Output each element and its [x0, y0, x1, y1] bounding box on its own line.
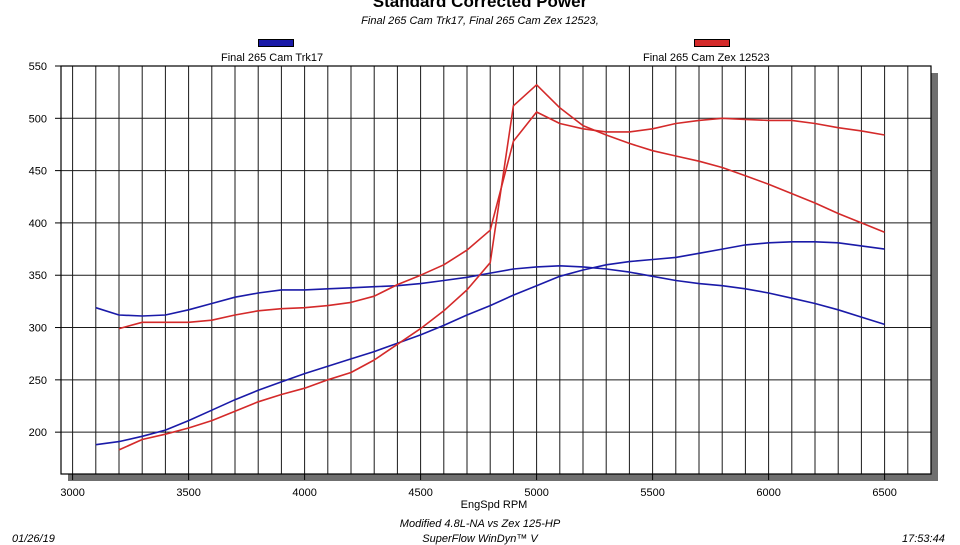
- x-tick-label: 4000: [292, 487, 316, 499]
- footer-caption: Modified 4.8L-NA vs Zex 125-HP: [399, 518, 561, 530]
- frame-shadow-bottom: [68, 474, 938, 481]
- y-tick-label: 250: [29, 375, 47, 387]
- series-line-2: [95, 241, 885, 446]
- x-axis-label: EngSpd RPM: [461, 499, 528, 511]
- frame-shadow-right: [931, 73, 938, 481]
- legend-swatch-zex: [694, 39, 730, 47]
- footer-software: SuperFlow WinDyn™ V: [422, 533, 538, 545]
- x-tick-label: 6500: [872, 487, 896, 499]
- series-line-1: [95, 264, 885, 326]
- y-tick-label: 350: [29, 270, 47, 282]
- footer-time: 17:53:44: [902, 533, 945, 545]
- plot-area: [61, 66, 931, 474]
- x-tick-label: 4500: [408, 487, 432, 499]
- footer-date: 01/26/19: [12, 533, 55, 545]
- x-tick-label: 3000: [60, 487, 84, 499]
- legend-label-trk17: Final 265 Cam Trk17: [221, 52, 324, 64]
- y-tick-label: 550: [29, 61, 47, 73]
- series-line-4: [118, 84, 885, 451]
- chart-subtitle: Final 265 Cam Trk17, Final 265 Cam Zex 1…: [361, 15, 599, 27]
- x-tick-label: 5000: [524, 487, 548, 499]
- y-tick-label: 400: [29, 218, 47, 230]
- legend-label-zex: Final 265 Cam Zex 12523: [643, 52, 770, 64]
- y-tick-label: 450: [29, 166, 47, 178]
- y-tick-label: 500: [29, 113, 47, 125]
- x-tick-label: 6000: [756, 487, 780, 499]
- y-tick-label: 300: [29, 323, 47, 335]
- x-tick-label: 3500: [176, 487, 200, 499]
- y-tick-label: 200: [29, 427, 47, 439]
- plot-frame: [60, 65, 932, 475]
- chart-title: Standard Corrected Power: [372, 0, 588, 11]
- x-tick-label: 5500: [640, 487, 664, 499]
- legend-swatch-trk17: [258, 39, 294, 47]
